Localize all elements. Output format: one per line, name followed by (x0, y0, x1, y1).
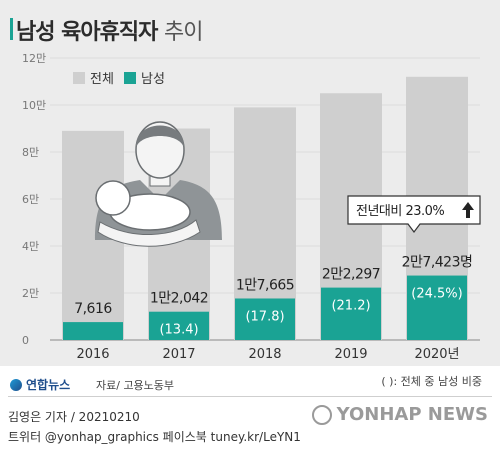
legend-male-label: 남성 (141, 72, 165, 87)
source-text: 자료/ 고용노동부 (96, 379, 175, 392)
up-arrow-icon (462, 202, 474, 218)
yonhap-news-watermark: YONHAP NEWS (311, 404, 488, 425)
legend-total-label: 전체 (90, 72, 114, 87)
watermark-logo-icon (311, 404, 332, 425)
y-tick-label: 0 (22, 334, 29, 347)
y-tick-label: 4만 (22, 240, 39, 253)
watermark-text: YONHAP NEWS (336, 404, 488, 425)
male-bar (235, 298, 295, 340)
male-share-label: (17.8) (245, 309, 284, 324)
y-tick-label: 8만 (22, 146, 39, 159)
male-bar (321, 287, 381, 340)
x-tick-label: 2017 (162, 347, 195, 362)
father-holding-baby-illustration (95, 121, 222, 247)
social-credit: 트위터 @yonhap_graphics 페이스북 tuney.kr/LeYN1 (8, 430, 301, 444)
yonhap-logo-text: 연합뉴스 (26, 378, 71, 392)
title-accent-bar (10, 18, 13, 40)
male-bar (63, 322, 123, 340)
chart-title-main: 남성 육아휴직자 (16, 20, 158, 45)
y-tick-label: 2만 (22, 287, 39, 300)
chart-title-sub: 추이 (164, 20, 203, 45)
y-tick-label: 10만 (22, 99, 46, 112)
male-bar (407, 275, 467, 340)
y-tick-label: 6만 (22, 193, 39, 206)
yonhap-logo: 연합뉴스 (10, 376, 70, 393)
male-value-label: 1만2,042 (150, 291, 208, 307)
x-tick-label: 2019 (334, 347, 367, 362)
chart-title: 남성 육아휴직자 추이 (16, 14, 204, 46)
male-value-label: 2만2,297 (322, 267, 380, 283)
legend-male-swatch (124, 72, 136, 84)
yonhap-logo-icon (10, 378, 22, 391)
male-value-label: 1만7,665 (236, 277, 294, 293)
male-bar (149, 311, 209, 340)
male-share-label: (21.2) (331, 299, 370, 314)
x-tick-label: 2020년 (414, 347, 459, 362)
male-share-label: (13.4) (159, 323, 198, 338)
y-tick-label: 12만 (22, 52, 46, 65)
male-share-label: (24.5%) (411, 287, 462, 302)
legend-total-swatch (73, 72, 85, 84)
x-tick-label: 2016 (76, 347, 109, 362)
footer-divider (8, 396, 492, 397)
yoy-callout-text: 전년대비 23.0% (356, 204, 444, 219)
yoy-callout-box (347, 195, 481, 233)
male-value-label: 2만7,423명 (402, 255, 473, 271)
reporter-credit: 김영은 기자 / 20210210 (8, 410, 140, 424)
x-tick-label: 2018 (248, 347, 281, 362)
share-note: ( ): 전체 중 남성 비중 (381, 375, 482, 388)
male-value-label: 7,616 (74, 301, 112, 317)
